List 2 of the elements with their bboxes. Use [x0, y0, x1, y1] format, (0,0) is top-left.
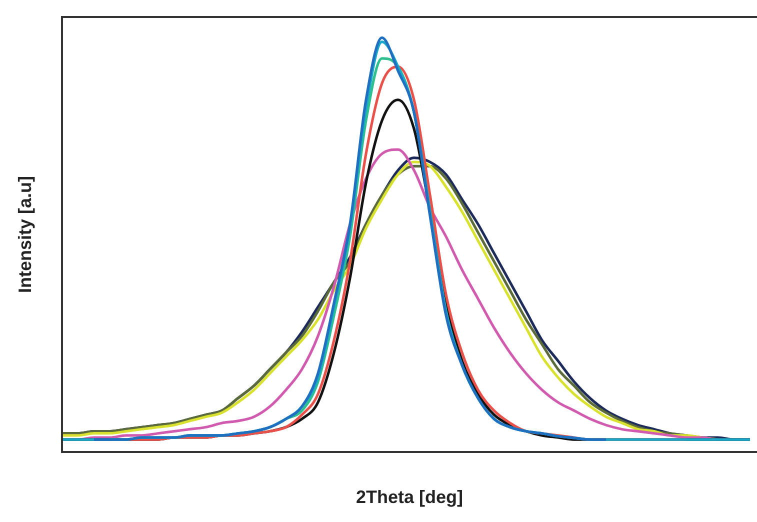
x-axis-title: 2Theta [deg] — [356, 486, 464, 507]
y-axis-title: Intensity [a.u] — [14, 176, 35, 294]
